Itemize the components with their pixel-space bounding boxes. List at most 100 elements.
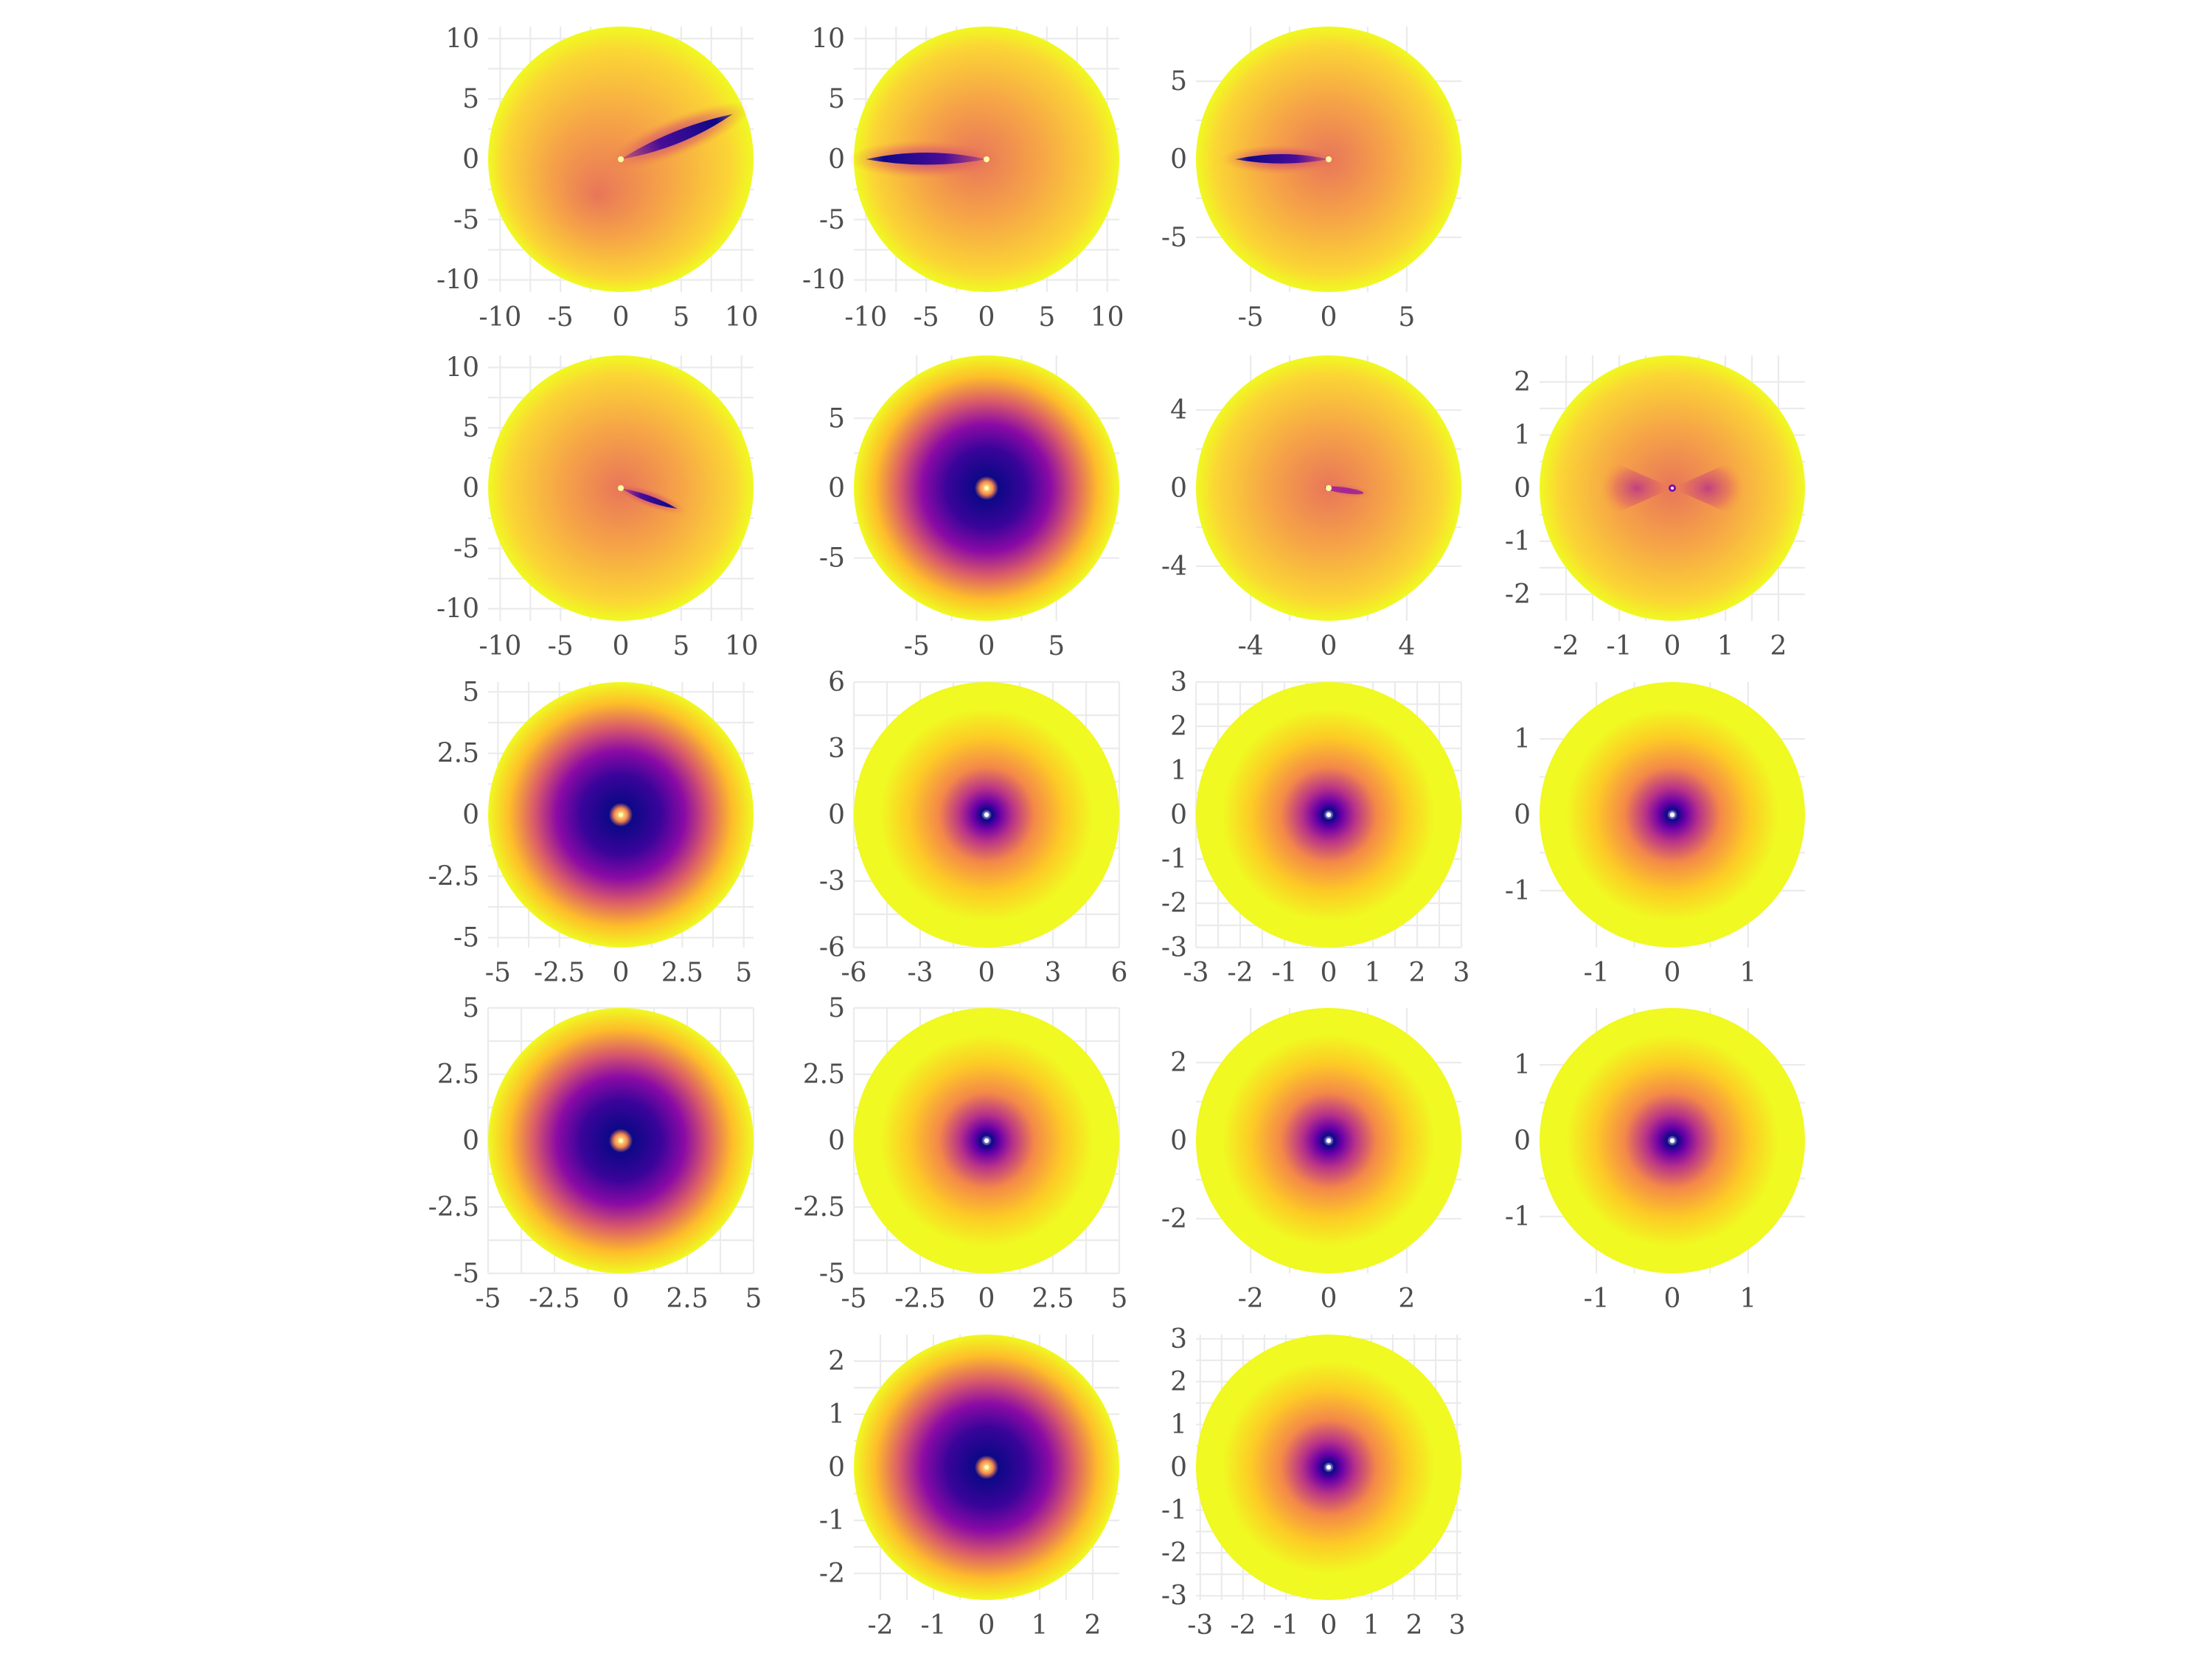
y-tick-label: 0 [1170,473,1187,504]
y-tick-label: 0 [1170,800,1187,830]
y-tick-label: -6 [819,933,845,963]
y-tick-label: -10 [802,265,845,296]
panel-3-2: -2 0 2 -2 0 2 [1161,1008,1461,1314]
x-tick-label: 0 [1664,958,1681,988]
panel-3-1: -5 -2.5 0 2.5 5 -5 -2.5 0 2.5 5 [794,993,1128,1314]
x-tick-label: -1 [1584,958,1610,988]
x-tick-label: 1 [1365,958,1382,988]
x-tick-label: -2 [1227,958,1253,988]
y-tick-label: 1 [1514,1050,1531,1080]
y-tick-label: 3 [1170,1324,1187,1354]
x-tick-label: 1 [1032,1610,1048,1641]
y-tick-label: -3 [819,866,845,897]
y-tick-label: -2 [1161,1204,1187,1234]
x-tick-label: 5 [672,631,689,661]
y-tick-label: -3 [1161,1581,1187,1611]
x-tick-label: 0 [978,1284,995,1314]
x-tick-label: 3 [1453,958,1470,988]
x-tick-label: 0 [1321,302,1338,333]
y-tick-label: 3 [828,734,845,764]
y-tick-label: 0 [1514,1126,1531,1156]
streak-core [1324,486,1364,495]
x-tick-label: -5 [841,1284,866,1314]
panel-3-0: -5 -2.5 0 2.5 5 -5 -2.5 0 2.5 5 [428,993,762,1314]
x-tick-label: -3 [1183,958,1208,988]
x-tick-label: 1 [1717,631,1734,661]
x-tick-label: 4 [1398,631,1415,661]
center-point [1326,1138,1331,1143]
y-tick-label: -5 [453,205,479,235]
x-tick-label: 5 [1038,302,1055,333]
y-tick-label: -5 [819,1259,845,1289]
y-tick-label: -5 [819,205,845,235]
x-tick-label: 1 [1739,1284,1756,1314]
x-tick-label: 0 [1321,631,1338,661]
x-tick-label: 0 [613,302,630,333]
bowtie-lobe-right [1672,459,1744,518]
y-tick-label: 0 [462,1126,479,1156]
y-tick-label: 1 [1514,724,1531,754]
panel-1-1: -5 0 5 -5 0 5 [819,355,1119,661]
streak-core [1234,154,1329,164]
x-tick-label: 0 [978,302,995,333]
x-tick-label: 0 [978,958,995,988]
y-tick-label: -1 [1505,876,1531,906]
x-tick-label: -10 [844,302,887,333]
x-tick-label: -5 [904,631,930,661]
x-tick-label: -2 [1553,631,1579,661]
center-point [984,156,990,162]
x-tick-label: 0 [613,631,630,661]
y-tick-label: 6 [828,667,845,698]
x-tick-label: -3 [907,958,933,988]
x-tick-label: -2 [1230,1610,1256,1641]
x-tick-label: 0 [613,1284,630,1314]
center-point [1326,485,1332,491]
y-tick-label: 2 [1170,712,1187,742]
panel-2-0: -5 -2.5 0 2.5 5 -5 -2.5 0 2.5 5 [428,677,754,988]
panel-2-1: -6 -3 0 3 6 -6 -3 0 3 6 [819,667,1128,988]
y-tick-label: 2.5 [437,739,479,769]
x-tick-label: -5 [914,302,939,333]
x-tick-label: -6 [841,958,866,988]
y-tick-label: 2 [1170,1048,1187,1078]
x-tick-label: 3 [1045,958,1062,988]
x-tick-label: 2.5 [666,1284,708,1314]
center-point [1670,1138,1674,1143]
x-tick-label: -10 [479,631,521,661]
y-tick-label: 5 [828,993,845,1023]
x-tick-label: 3 [1449,1610,1466,1641]
y-tick-label: 5 [462,993,479,1023]
x-tick-label: 0 [1664,1284,1681,1314]
x-tick-label: -5 [548,302,574,333]
x-tick-label: 2 [1085,1610,1102,1641]
y-tick-label: -10 [437,594,479,625]
y-tick-label: 0 [1170,1453,1187,1483]
y-tick-label: 0 [1514,473,1531,504]
y-tick-label: 5 [828,84,845,114]
y-tick-label: 0 [1170,1126,1187,1156]
y-tick-label: 1 [1514,420,1531,451]
x-tick-label: 5 [672,302,689,333]
center-point [984,813,989,817]
y-tick-label: 5 [828,403,845,434]
x-tick-label: 0 [1321,1284,1338,1314]
x-tick-label: -2.5 [894,1284,945,1314]
x-tick-label: 2 [1406,1610,1423,1641]
center-point [619,1138,623,1143]
center-point [1670,813,1674,817]
center-highlight [1671,487,1674,490]
x-tick-label: -5 [485,958,511,988]
x-tick-label: -1 [1273,1610,1298,1641]
x-tick-label: 5 [745,1284,762,1314]
y-tick-label: -5 [819,543,845,574]
y-tick-label: 5 [462,677,479,707]
center-point [1326,156,1332,162]
center-point [1326,813,1331,817]
x-tick-label: 5 [735,958,752,988]
y-tick-label: 1 [828,1399,845,1430]
y-tick-label: -1 [1505,526,1531,557]
x-tick-label: -3 [1187,1610,1213,1641]
x-tick-label: 2 [1409,958,1426,988]
